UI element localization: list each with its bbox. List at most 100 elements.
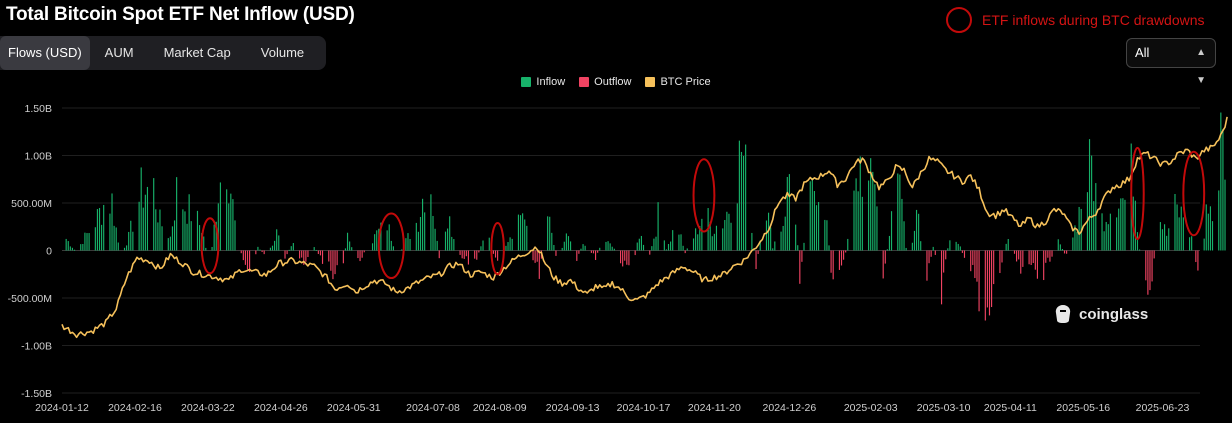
- inflow-bar: [868, 180, 870, 251]
- outflow-bar: [624, 250, 626, 261]
- outflow-bar: [943, 250, 945, 273]
- inflow-bar: [228, 203, 230, 251]
- inflow-bar: [407, 233, 409, 251]
- outflow-bar: [1036, 250, 1039, 279]
- inflow-bar: [699, 225, 701, 251]
- inflow-bar: [390, 240, 392, 251]
- outflow-bar: [963, 250, 966, 258]
- range-select[interactable]: All ▲ ▼: [1126, 38, 1216, 86]
- outflow-bar: [536, 250, 538, 262]
- inflow-bar: [171, 226, 174, 251]
- inflow-bar: [1178, 217, 1180, 251]
- outflow-bar: [1013, 250, 1016, 254]
- inflow-bar: [144, 194, 146, 251]
- inflow-bar: [188, 194, 190, 251]
- inflow-bar: [751, 232, 753, 251]
- outflow-bar: [263, 250, 265, 255]
- inflow-bar: [613, 248, 615, 251]
- inflow-bar: [138, 201, 140, 251]
- outflow-bar: [978, 250, 980, 312]
- outflow-bar: [845, 250, 847, 253]
- btc-price-swatch: [645, 77, 656, 87]
- inflow-bar: [780, 231, 782, 251]
- x-tick-label: 2024-10-17: [617, 402, 671, 414]
- inflow-bar: [219, 182, 221, 251]
- inflow-bar: [417, 231, 419, 251]
- inflow-bar: [205, 247, 207, 251]
- inflow-bar: [234, 220, 236, 251]
- y-tick-label: -1.00B: [21, 341, 52, 353]
- inflow-bar: [565, 233, 567, 251]
- outflow-bar: [838, 250, 840, 270]
- inflow-bar: [182, 209, 184, 251]
- tab-market-cap[interactable]: Market Cap: [163, 45, 231, 60]
- outflow-bar: [597, 250, 599, 253]
- legend-inflow[interactable]: Inflow: [521, 76, 565, 88]
- inflow-bar: [772, 248, 774, 251]
- outflow-bar: [303, 250, 305, 265]
- outflow-bar: [240, 250, 242, 254]
- outflow-bar: [974, 250, 976, 279]
- inflow-bar: [788, 174, 790, 251]
- legend-btc-price[interactable]: BTC Price: [645, 76, 711, 88]
- inflow-bar: [1191, 236, 1193, 251]
- inflow-bar: [722, 228, 724, 251]
- inflow-bar: [226, 189, 228, 251]
- outflow-bar: [286, 250, 288, 255]
- inflow-bar: [88, 233, 90, 251]
- outflow-bar: [930, 250, 932, 257]
- outflow-bar: [438, 250, 440, 259]
- inflow-bar: [130, 220, 132, 251]
- inflow-bar: [522, 213, 524, 251]
- outflow-bar: [334, 250, 336, 275]
- inflow-bar: [569, 241, 572, 251]
- inflow-bar: [103, 204, 105, 251]
- inflow-bar: [709, 221, 711, 251]
- legend-outflow[interactable]: Outflow: [579, 76, 631, 88]
- inflow-bar: [549, 216, 551, 251]
- inflow-bar: [872, 171, 874, 251]
- outflow-bar: [684, 250, 686, 254]
- inflow-bar: [567, 236, 570, 251]
- inflow-bar: [292, 243, 294, 251]
- inflow-bar: [742, 155, 745, 251]
- outflow-bar: [307, 250, 309, 257]
- outflow-bar: [1034, 250, 1036, 270]
- inflow-bar: [98, 207, 101, 251]
- outflow-bar: [476, 250, 478, 260]
- inflow-bar: [740, 151, 743, 251]
- outflow-bar: [934, 250, 936, 255]
- annotation-text: ETF inflows during BTC drawdowns: [982, 12, 1205, 28]
- tab-aum[interactable]: AUM: [104, 45, 134, 60]
- inflow-bar: [605, 241, 607, 251]
- inflow-bar: [524, 219, 526, 251]
- outflow-bar: [984, 250, 986, 321]
- inflow-bar: [582, 244, 584, 251]
- inflow-bar: [774, 241, 776, 251]
- inflow-bar: [876, 206, 878, 251]
- outflow-bar: [1051, 250, 1053, 257]
- outflow-bar: [988, 250, 991, 316]
- outflow-bar: [801, 250, 803, 262]
- annotation-legend: ETF inflows during BTC drawdowns: [946, 7, 1205, 33]
- inflow-bar: [809, 181, 811, 251]
- inflow-bar: [1107, 224, 1109, 251]
- inflow-bar: [1091, 155, 1093, 251]
- inflow-bar: [1007, 239, 1009, 251]
- inflow-bar: [1074, 225, 1076, 251]
- x-tick-label: 2024-07-08: [406, 402, 460, 414]
- tab-volume[interactable]: Volume: [260, 45, 305, 60]
- inflow-bar: [109, 213, 111, 251]
- outflow-bar: [532, 250, 534, 261]
- x-tick-label: 2024-08-09: [473, 402, 527, 414]
- inflow-bar: [911, 242, 913, 251]
- inflow-bar: [1220, 112, 1222, 251]
- inflow-bar: [159, 209, 161, 251]
- inflow-bar: [1163, 224, 1166, 251]
- outflow-bar: [1018, 250, 1020, 260]
- tab-flows-usd[interactable]: Flows (USD): [0, 36, 90, 70]
- inflow-bar: [290, 246, 292, 251]
- inflow-bar: [859, 156, 861, 251]
- inflow-bar: [84, 232, 86, 251]
- inflow-bar: [67, 241, 69, 251]
